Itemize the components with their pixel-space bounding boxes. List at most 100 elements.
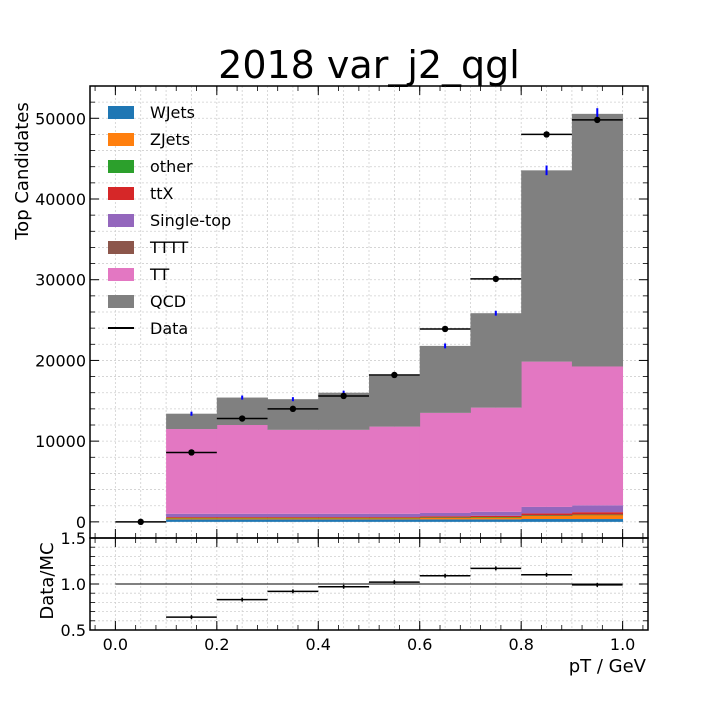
bar-WJets <box>267 519 319 522</box>
bar-ZJets <box>521 515 573 520</box>
legend-label: ZJets <box>150 130 190 149</box>
bar-QCD <box>267 399 319 430</box>
bar-ttX <box>267 517 319 518</box>
legend-swatch-ZJets <box>108 133 134 146</box>
bar-QCD <box>369 375 421 427</box>
bar-ZJets <box>318 518 370 520</box>
bar-other <box>419 517 471 519</box>
ratio-plot-frame <box>89 537 649 631</box>
legend-label: Single-top <box>150 211 231 230</box>
data-point <box>391 371 398 379</box>
data-point <box>137 518 144 526</box>
data-point <box>492 275 500 283</box>
data-point <box>289 405 297 413</box>
bar-Single-top <box>521 506 573 514</box>
x-tick-label: 0.4 <box>306 635 331 654</box>
bar-WJets <box>419 519 471 522</box>
ratio-point <box>342 585 345 588</box>
legend-label: ttX <box>150 184 174 203</box>
ratio-point <box>545 573 548 576</box>
legend-label: TTTT <box>149 238 188 257</box>
bar-ttX <box>419 516 471 518</box>
legend-swatch-TTTT <box>108 241 134 254</box>
bar-other <box>267 517 319 519</box>
data-point <box>543 131 550 138</box>
bar-QCD <box>419 345 471 413</box>
ratio-point <box>291 590 295 593</box>
bar-Single-top <box>470 511 522 516</box>
bar-Single-top <box>369 513 421 518</box>
bar-WJets <box>166 519 218 522</box>
bar-ttX <box>571 512 624 515</box>
data-point <box>340 392 347 400</box>
legend-swatch-Single-top <box>108 214 134 227</box>
ratio-point <box>393 580 396 584</box>
bar-ZJets <box>571 514 624 520</box>
bar-Single-top <box>216 513 268 518</box>
y-tick-label: 30000 <box>35 271 86 290</box>
bar-ZJets <box>470 517 522 520</box>
ratio-point <box>443 574 447 577</box>
data-point <box>441 325 449 333</box>
bar-TT <box>216 425 268 514</box>
bar-other <box>521 515 573 516</box>
y-tick-label: 40000 <box>35 190 86 209</box>
bar-QCD <box>166 413 218 430</box>
bar-ttX <box>166 517 218 518</box>
legend-label: other <box>150 157 193 176</box>
legend-swatch-other <box>108 160 134 173</box>
legend-label: Data <box>150 319 188 338</box>
bar-ZJets <box>216 518 268 520</box>
ratio-point <box>494 567 498 570</box>
legend-label: WJets <box>150 103 195 122</box>
bar-TT <box>166 429 218 514</box>
bar-QCD <box>470 313 522 408</box>
bar-Single-top <box>267 513 319 518</box>
bar-ttX <box>470 515 522 518</box>
bar-WJets <box>470 519 522 522</box>
legend-swatch-QCD <box>108 295 134 308</box>
bar-TT <box>571 366 624 506</box>
ratio-y-tick-label: 0.5 <box>61 621 86 640</box>
bar-TT <box>521 361 573 507</box>
bar-other <box>369 517 421 519</box>
legend-swatch-WJets <box>108 106 134 119</box>
ratio-y-tick-label: 1.0 <box>61 575 86 594</box>
y-axis-label: Top Candidates <box>12 102 33 241</box>
y-tick-label: 50000 <box>35 109 86 128</box>
bar-other <box>166 517 218 519</box>
y-tick-label: 20000 <box>35 351 86 370</box>
bar-WJets <box>369 519 421 522</box>
chart-title: 2018 var_j2_qgl <box>218 43 520 87</box>
y-tick-label: 0 <box>76 513 86 532</box>
legend-swatch-TT <box>108 268 134 281</box>
x-tick-label: 0.8 <box>508 635 533 654</box>
data-point <box>594 116 601 124</box>
x-axis-label: pT / GeV <box>569 656 647 677</box>
ratio-y-axis-label: Data/MC <box>37 542 58 619</box>
x-tick-label: 0.2 <box>204 635 229 654</box>
bar-ZJets <box>267 518 319 520</box>
bar-QCD <box>571 113 624 367</box>
bar-other <box>318 517 370 519</box>
bar-ZJets <box>166 518 218 520</box>
ratio-point <box>596 583 599 587</box>
bar-Single-top <box>318 513 370 518</box>
bar-ttX <box>216 517 268 518</box>
bar-other <box>216 517 268 519</box>
bar-ZJets <box>369 518 421 520</box>
bar-WJets <box>571 519 624 522</box>
bar-QCD <box>521 170 573 362</box>
bar-Single-top <box>571 505 624 513</box>
bar-other <box>470 517 522 518</box>
ratio-point <box>240 598 244 601</box>
legend-label: QCD <box>150 292 186 311</box>
bar-ttX <box>369 517 421 518</box>
bar-TT <box>419 412 471 513</box>
bar-TT <box>318 429 370 514</box>
bar-TT <box>470 407 522 512</box>
bar-ttX <box>521 513 573 516</box>
x-tick-label: 0.6 <box>407 635 432 654</box>
ratio-y-tick-label: 1.5 <box>61 529 86 548</box>
